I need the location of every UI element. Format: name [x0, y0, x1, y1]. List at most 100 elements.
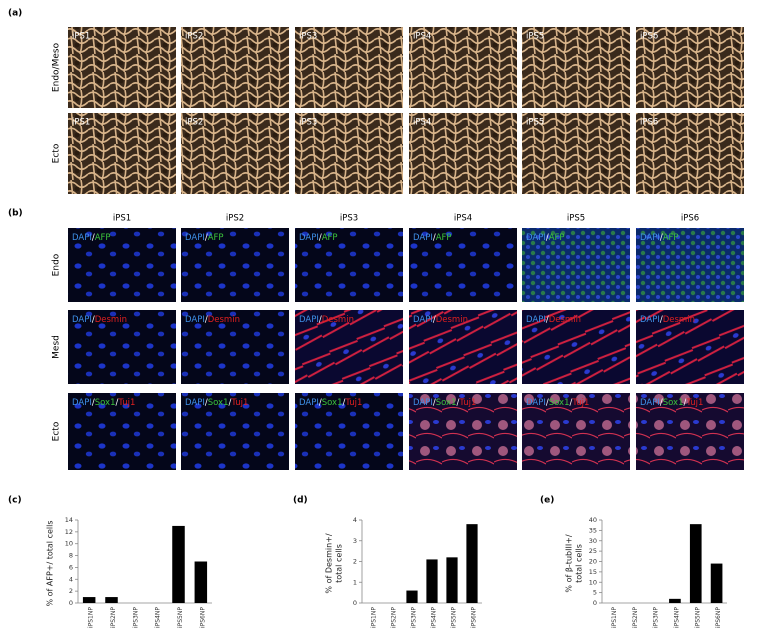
stain-part: /: [319, 233, 322, 243]
stain-part: Tuj1: [571, 398, 589, 408]
stain-part: Desmin: [322, 315, 354, 325]
phase-image: [522, 27, 630, 108]
x-tick-label: iPS2NP: [110, 607, 117, 628]
image-label: iPS6: [640, 32, 658, 42]
fluorescence-image: [181, 310, 289, 384]
y-tick-label: 10: [589, 578, 597, 586]
stain-part: DAPI: [299, 233, 319, 243]
y-tick-label: 2: [69, 587, 73, 595]
bar: [446, 557, 458, 603]
stain-label: DAPI/Sox1/Tuj1: [526, 398, 589, 408]
y-tick-label: 30: [589, 537, 597, 545]
fluorescence-image: [295, 310, 403, 384]
stain-label: DAPI/Sox1/Tuj1: [185, 398, 248, 408]
stain-part: DAPI: [72, 233, 92, 243]
stain-part: /: [319, 315, 322, 325]
stain-part: Sox1: [208, 398, 229, 408]
stain-label: DAPI/Sox1/Tuj1: [299, 398, 362, 408]
stain-part: DAPI: [413, 398, 433, 408]
bar: [426, 559, 438, 603]
stain-part: DAPI: [72, 315, 92, 325]
y-tick-label: 4: [69, 575, 73, 583]
fluorescence-image: [68, 310, 176, 384]
stain-part: AFP: [208, 233, 224, 243]
y-tick-label: 25: [589, 547, 597, 555]
y-axis-label: total cells: [335, 544, 344, 583]
fluorescence-image: [522, 393, 630, 470]
y-axis-label: % of β-tubIII+/: [565, 534, 574, 592]
phase-image: [181, 27, 289, 108]
stain-part: DAPI: [72, 398, 92, 408]
image-label: iPS4: [413, 32, 431, 42]
stain-part: /: [660, 233, 663, 243]
fluorescence-image: [636, 310, 744, 384]
bar: [710, 563, 723, 603]
panel-label: (d): [293, 496, 308, 506]
fluorescence-image: [409, 310, 517, 384]
bar: [669, 598, 681, 603]
stain-part: Sox1: [436, 398, 457, 408]
stain-part: Tuj1: [685, 398, 703, 408]
phase-image: [409, 27, 517, 108]
y-tick-label: 5: [593, 589, 597, 597]
stain-part: DAPI: [299, 315, 319, 325]
panel-label: (a): [8, 9, 22, 19]
stain-part: AFP: [436, 233, 452, 243]
stain-part: /: [433, 315, 436, 325]
y-axis-label: % of Desmin+/: [325, 533, 334, 593]
stain-part: Tuj1: [458, 398, 476, 408]
fluorescence-image: [522, 228, 630, 302]
stain-part: AFP: [322, 233, 338, 243]
stain-part: /: [570, 398, 573, 408]
stain-part: /: [319, 398, 322, 408]
row-label: Ecto: [52, 421, 62, 441]
stain-part: DAPI: [299, 398, 319, 408]
phase-image: [636, 113, 744, 194]
phase-image: [181, 113, 289, 194]
phase-image: [522, 113, 630, 194]
image-label: iPS3: [299, 118, 317, 128]
stain-label: DAPI/Sox1/Tuj1: [72, 398, 135, 408]
stain-part: DAPI: [640, 315, 660, 325]
stain-part: /: [205, 398, 208, 408]
stain-part: /: [92, 315, 95, 325]
stain-part: /: [684, 398, 687, 408]
stain-part: DAPI: [185, 315, 205, 325]
stain-label: DAPI/Desmin: [72, 315, 127, 325]
stain-label: DAPI/Desmin: [640, 315, 695, 325]
y-tick-label: 15: [589, 568, 597, 576]
stain-label: DAPI/Desmin: [299, 315, 354, 325]
stain-part: /: [546, 398, 549, 408]
stain-part: /: [660, 315, 663, 325]
y-tick-label: 35: [589, 526, 597, 534]
fluorescence-image: [295, 228, 403, 302]
fluorescence-image: [295, 393, 403, 470]
stain-part: Tuj1: [230, 398, 248, 408]
stain-part: Tuj1: [117, 398, 135, 408]
x-tick-label: iPS5NP: [177, 607, 184, 628]
y-axis-label: % of AFP+/ total cells: [46, 520, 55, 606]
stain-part: AFP: [549, 233, 565, 243]
x-tick-label: iPS4NP: [431, 607, 438, 628]
panel-label: (b): [8, 209, 23, 219]
phase-image: [295, 113, 403, 194]
x-tick-label: iPS6NP: [471, 607, 478, 628]
fluorescence-image: [68, 228, 176, 302]
stain-part: AFP: [95, 233, 111, 243]
stain-label: DAPI/Sox1/Tuj1: [640, 398, 703, 408]
stain-part: /: [205, 233, 208, 243]
stain-part: DAPI: [185, 233, 205, 243]
stain-part: DAPI: [413, 315, 433, 325]
stain-label: DAPI/Desmin: [526, 315, 581, 325]
image-label: iPS4: [413, 118, 431, 128]
y-tick-label: 20: [589, 558, 597, 566]
stain-part: Tuj1: [344, 398, 362, 408]
stain-part: DAPI: [526, 233, 546, 243]
x-tick-label: iPS2NP: [632, 607, 639, 628]
row-label: Endo/Meso: [52, 42, 62, 92]
y-tick-label: 14: [65, 516, 73, 524]
stain-part: Desmin: [663, 315, 695, 325]
stain-part: Desmin: [549, 315, 581, 325]
bar: [466, 524, 478, 603]
stain-part: /: [546, 233, 549, 243]
